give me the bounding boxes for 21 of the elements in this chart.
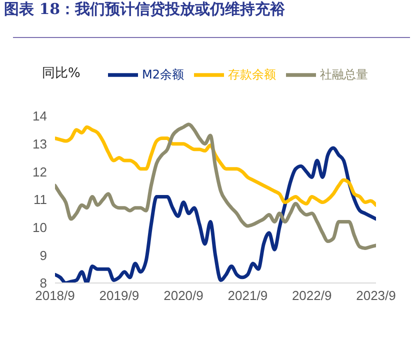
line-series xyxy=(55,122,376,250)
y-tick-label: 13 xyxy=(32,136,47,152)
y-tick-label: 10 xyxy=(32,220,47,235)
y-axis-title: 同比% xyxy=(42,65,80,82)
x-tick-label: 2020/9 xyxy=(164,288,204,304)
y-tick-label: 14 xyxy=(32,108,47,124)
line-series xyxy=(55,146,376,283)
y-tick-label: 8 xyxy=(40,276,47,291)
x-tick-label: 2023/9 xyxy=(356,288,396,304)
y-tick-label: 11 xyxy=(34,192,47,208)
legend-label: 社融总量 xyxy=(320,67,368,82)
x-tick-label: 2019/9 xyxy=(99,288,140,304)
chart-title: 图表 18：我们预计信贷投放或仍维持充裕 xyxy=(4,0,286,19)
x-tick-label: 2018/9 xyxy=(35,288,75,304)
line-series xyxy=(55,125,376,207)
y-tick-label: 12 xyxy=(32,164,47,180)
legend-label: 存款余额 xyxy=(228,67,276,82)
legend-label: M2余额 xyxy=(142,67,184,82)
y-tick-label: 9 xyxy=(40,248,47,263)
x-tick-label: 2021/9 xyxy=(228,288,268,304)
x-tick-label: 2022/9 xyxy=(292,288,332,304)
